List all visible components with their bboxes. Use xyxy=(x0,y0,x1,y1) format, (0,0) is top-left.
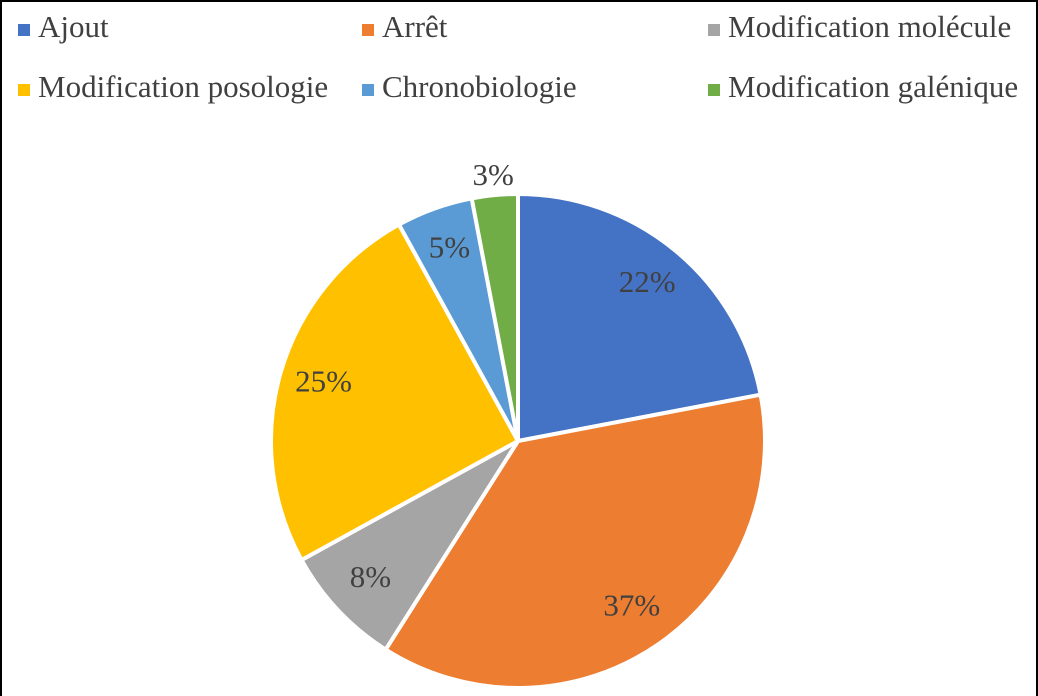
legend-label: Modification molécule xyxy=(728,9,1011,44)
legend-label: Arrêt xyxy=(382,9,448,44)
data-label: 37% xyxy=(603,588,660,623)
data-label: 5% xyxy=(429,230,470,265)
data-label: 22% xyxy=(619,264,676,299)
legend-swatch xyxy=(708,24,720,36)
legend-swatch xyxy=(18,84,30,96)
pie-slice xyxy=(516,192,763,443)
legend-swatch xyxy=(362,24,374,36)
legend-swatch xyxy=(18,24,30,36)
pie-slice xyxy=(269,222,520,562)
legend-label: Ajout xyxy=(38,9,109,44)
legend-label: Modification galénique xyxy=(728,69,1018,104)
pie-slice xyxy=(383,392,767,690)
legend-swatch xyxy=(708,84,720,96)
legend-label: Modification posologie xyxy=(38,69,328,104)
pie-slice xyxy=(299,439,520,652)
pie-slice xyxy=(469,192,520,443)
data-label: 8% xyxy=(350,559,391,594)
data-label: 25% xyxy=(295,364,352,399)
legend-swatch xyxy=(362,84,374,96)
data-label: 3% xyxy=(472,157,513,192)
legend-label: Chronobiologie xyxy=(382,69,577,104)
